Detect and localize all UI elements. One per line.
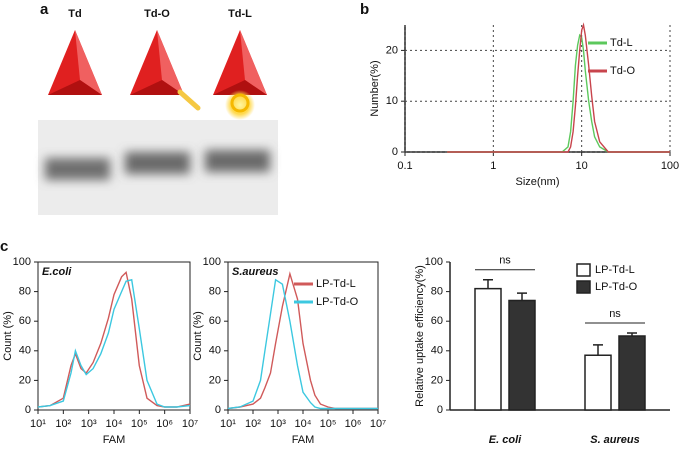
x-tick-label: 10³: [81, 418, 97, 430]
error-bar: [517, 292, 527, 301]
y-tick-label: 0: [215, 404, 221, 416]
lane-label: Td: [68, 8, 81, 20]
y-axis-label: Count (%): [192, 311, 204, 361]
x-axis-label: FAM: [292, 434, 315, 446]
annotation: S.aureus: [232, 266, 278, 278]
gel-band: [125, 152, 190, 174]
y-axis-label: Relative uptake efficiency(%): [414, 265, 426, 407]
y-tick-label: 0: [392, 146, 398, 158]
y-tick-label: 100: [13, 256, 31, 268]
bar: [618, 335, 646, 411]
y-tick-label: 60: [209, 315, 221, 327]
y-tick-label: 60: [19, 315, 31, 327]
legend-label: LP-Td-L: [595, 264, 635, 276]
x-tick-label: 10⁶: [345, 418, 362, 430]
x-tick-label: 1: [490, 160, 496, 172]
y-tick-label: 40: [209, 345, 221, 357]
series-line: [447, 33, 670, 153]
series-line: [37, 271, 191, 408]
panel-label: a: [40, 1, 49, 18]
y-tick-label: 20: [386, 44, 398, 56]
gel-band: [45, 158, 110, 180]
x-axis-label: Size(nm): [515, 176, 559, 188]
x-tick-label: S. aureus: [590, 434, 640, 446]
x-tick-label: 10⁵: [320, 418, 337, 430]
error-bar: [627, 332, 637, 336]
x-tick-label: 10¹: [220, 418, 236, 430]
panel-a: a Td Td-O Td-L: [38, 1, 278, 215]
significance-label: ns: [499, 255, 511, 267]
y-tick-label: 60: [431, 315, 443, 327]
panel-label: c: [0, 238, 8, 255]
lane-label: Td-L: [228, 8, 252, 20]
error-bar: [593, 344, 603, 356]
x-tick-label: 10²: [55, 418, 71, 430]
y-axis-label: Number(%): [369, 60, 381, 116]
x-tick-label: 10⁴: [295, 418, 312, 430]
series-line: [227, 278, 378, 410]
y-tick-label: 80: [209, 286, 221, 298]
y-tick-label: 20: [209, 374, 221, 386]
panel-label: b: [360, 1, 369, 18]
legend-swatch: [576, 263, 591, 277]
y-axis-label: Count (%): [2, 311, 14, 361]
y-tick-label: 100: [203, 256, 221, 268]
x-axis-label: FAM: [103, 434, 126, 446]
series-line: [447, 22, 670, 153]
x-tick-label: 10⁷: [370, 418, 386, 430]
y-tick-label: 100: [425, 256, 443, 268]
legend-label: LP-Td-O: [316, 296, 359, 308]
plot-frame: [37, 261, 191, 411]
legend-label: LP-Td-O: [595, 281, 638, 293]
gel-band: [205, 150, 270, 172]
x-tick-label: 10¹: [30, 418, 46, 430]
y-tick-label: 40: [431, 345, 443, 357]
legend-label: Td-O: [610, 65, 636, 77]
legend-label: LP-Td-L: [316, 278, 356, 290]
lane-label: Td-O: [144, 8, 170, 20]
x-tick-label: 10⁷: [182, 418, 198, 430]
y-tick-label: 80: [431, 286, 443, 298]
y-tick-label: 40: [19, 345, 31, 357]
x-tick-label: 10: [576, 160, 588, 172]
y-tick-label: 0: [437, 404, 443, 416]
x-tick-label: 100: [661, 160, 679, 172]
bar: [508, 299, 536, 411]
series-line: [37, 278, 191, 408]
bar: [584, 354, 612, 411]
y-tick-label: 10: [386, 95, 398, 107]
x-tick-label: 10⁵: [131, 418, 148, 430]
x-tick-label: 10²: [245, 418, 261, 430]
x-tick-label: 0.1: [397, 160, 412, 172]
significance-label: ns: [609, 308, 621, 320]
series-line: [227, 271, 378, 410]
x-tick-label: 10⁶: [156, 418, 173, 430]
x-tick-label: 10⁴: [106, 418, 123, 430]
tetrahedra: [48, 30, 267, 120]
y-tick-label: 80: [19, 286, 31, 298]
legend-label: Td-L: [610, 37, 633, 49]
bar: [474, 287, 502, 411]
y-tick-label: 20: [19, 374, 31, 386]
y-tick-label: 0: [25, 404, 31, 416]
legend-swatch: [576, 280, 591, 294]
x-tick-label: E. coli: [489, 434, 522, 446]
y-tick-label: 20: [431, 374, 443, 386]
error-bar: [483, 279, 493, 289]
annotation: E.coli: [42, 266, 72, 278]
x-tick-label: 10³: [270, 418, 286, 430]
